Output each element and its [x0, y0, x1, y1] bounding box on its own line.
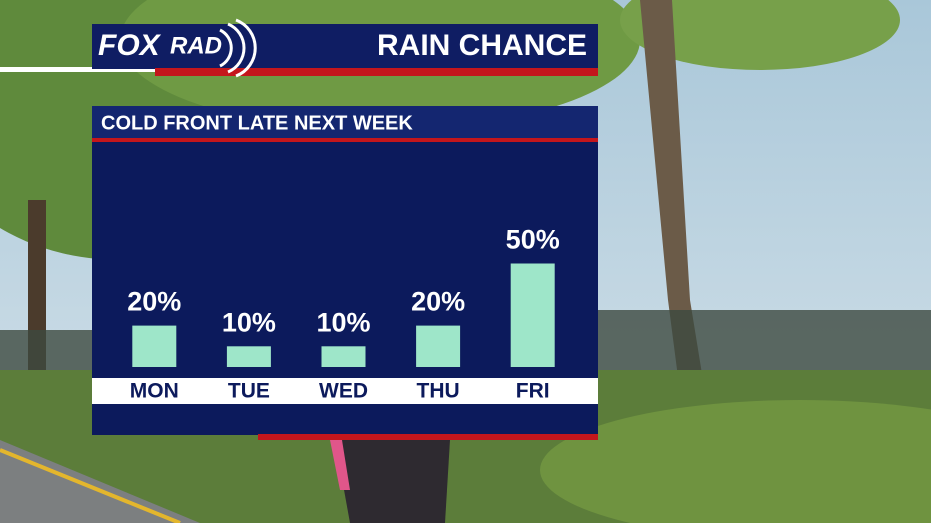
data-label: 20%	[411, 287, 465, 317]
data-label: 10%	[222, 307, 276, 337]
category-label: WED	[319, 380, 368, 403]
data-label: 10%	[316, 307, 370, 337]
bar	[226, 346, 271, 367]
chart-title: RAIN CHANCE	[377, 29, 587, 62]
header-line	[0, 67, 160, 72]
category-label: THU	[417, 380, 460, 403]
category-strip	[92, 378, 598, 404]
subtitle-bar	[92, 106, 598, 138]
logo-rad: RAD	[170, 32, 222, 59]
subtitle-stripe	[92, 138, 598, 142]
category-label: FRI	[516, 380, 550, 403]
logo-fox: FOX	[98, 29, 162, 62]
bar	[321, 346, 366, 367]
chart-subtitle: COLD FRONT LATE NEXT WEEK	[101, 112, 413, 134]
header: FOX RAD RAIN CHANCE	[0, 18, 598, 78]
bar	[132, 325, 177, 367]
bar	[416, 325, 461, 367]
category-label: MON	[130, 380, 179, 403]
panel-stripe	[258, 434, 598, 440]
data-label: 20%	[127, 287, 181, 317]
data-label: 50%	[506, 225, 560, 255]
chart-panel: COLD FRONT LATE NEXT WEEK	[92, 106, 598, 440]
logo-rings	[219, 18, 257, 78]
category-label: TUE	[228, 380, 270, 403]
header-stripe	[155, 68, 598, 76]
header-bar	[92, 24, 598, 69]
bar	[510, 263, 555, 367]
